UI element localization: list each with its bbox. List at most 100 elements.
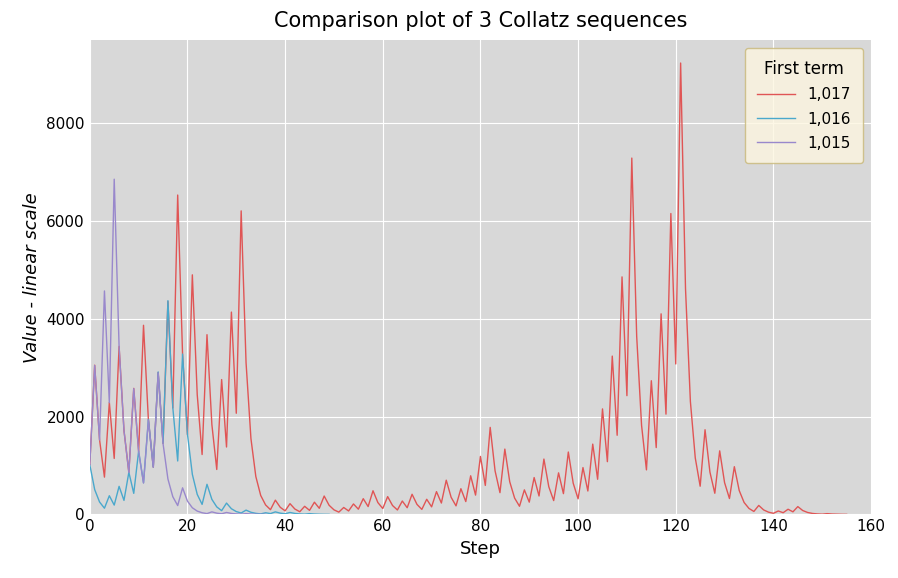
1,017 [367,487,378,494]
1,016 [99,505,110,512]
1,015 [158,440,169,447]
1,016 [197,501,207,508]
1,015 [104,399,115,406]
Title: Comparison plot of 3 Collatz sequences: Comparison plot of 3 Collatz sequences [274,10,687,31]
1,016 [241,507,251,514]
1,016 [182,431,193,438]
Y-axis label: Value - linear scale: Value - linear scale [22,192,40,363]
1,016 [104,492,115,499]
1,016 [138,479,149,486]
1,015 [226,510,237,517]
1,016 [123,469,135,476]
1,015 [182,498,193,505]
1,016 [295,510,305,517]
1,015 [207,509,217,516]
1,016 [94,499,105,506]
1,015 [172,502,183,509]
1,016 [245,509,256,516]
1,015 [245,510,256,517]
1,015 [192,507,203,514]
1,016 [280,510,291,517]
1,016 [319,511,330,518]
1,016 [275,510,286,517]
1,015 [167,493,178,500]
1,016 [289,510,300,517]
1,016 [226,505,237,512]
1,015 [133,448,144,455]
1,016 [255,510,266,517]
1,015 [128,385,139,392]
1,016 [270,509,281,516]
1,016 [177,351,188,358]
1,017 [841,511,852,518]
1,015 [241,510,251,517]
1,015 [255,511,266,518]
1,017 [84,461,95,468]
Line: 1,017: 1,017 [90,63,847,514]
1,015 [148,464,159,470]
1,015 [231,510,242,517]
1,016 [84,461,95,468]
1,016 [309,510,320,517]
1,016 [251,510,261,517]
1,016 [119,497,129,504]
1,015 [177,484,188,491]
1,015 [99,287,110,294]
1,015 [114,343,125,350]
1,016 [143,416,154,423]
1,015 [89,362,100,369]
1,016 [221,499,232,506]
1,017 [397,498,408,505]
1,016 [148,464,159,470]
Legend: 1,017, 1,016, 1,015: 1,017, 1,016, 1,015 [745,48,863,163]
Line: 1,016: 1,016 [90,301,329,514]
1,015 [123,469,135,476]
1,016 [192,491,203,498]
1,016 [172,458,183,465]
1,017 [607,353,618,360]
1,016 [304,510,315,517]
1,015 [94,436,105,443]
1,016 [109,502,119,509]
1,016 [89,486,100,493]
1,015 [153,369,163,376]
1,016 [128,490,139,497]
1,015 [109,176,119,183]
1,016 [158,440,169,447]
1,017 [533,492,544,499]
1,017 [675,60,686,66]
1,015 [143,417,154,424]
1,016 [187,471,198,478]
1,016 [211,503,222,510]
1,015 [251,511,261,518]
1,015 [119,427,129,434]
1,015 [211,510,222,517]
1,015 [187,504,198,511]
1,016 [114,483,125,490]
1,015 [197,509,207,516]
1,016 [323,511,334,518]
1,016 [207,496,217,503]
1,015 [216,510,227,517]
1,016 [153,368,163,375]
1,016 [299,511,310,518]
1,016 [167,404,178,411]
1,015 [202,510,213,517]
1,017 [700,426,710,433]
Line: 1,015: 1,015 [90,179,266,514]
1,017 [275,504,286,511]
1,016 [133,448,144,455]
1,016 [216,507,227,514]
1,015 [163,476,173,483]
1,016 [231,508,242,515]
1,015 [84,461,95,468]
1,015 [236,511,247,518]
1,015 [260,511,271,518]
X-axis label: Step: Step [460,540,501,558]
1,015 [138,480,149,487]
1,016 [202,481,213,488]
1,016 [236,510,247,517]
1,016 [314,511,325,518]
1,016 [265,510,276,517]
1,016 [260,509,271,516]
